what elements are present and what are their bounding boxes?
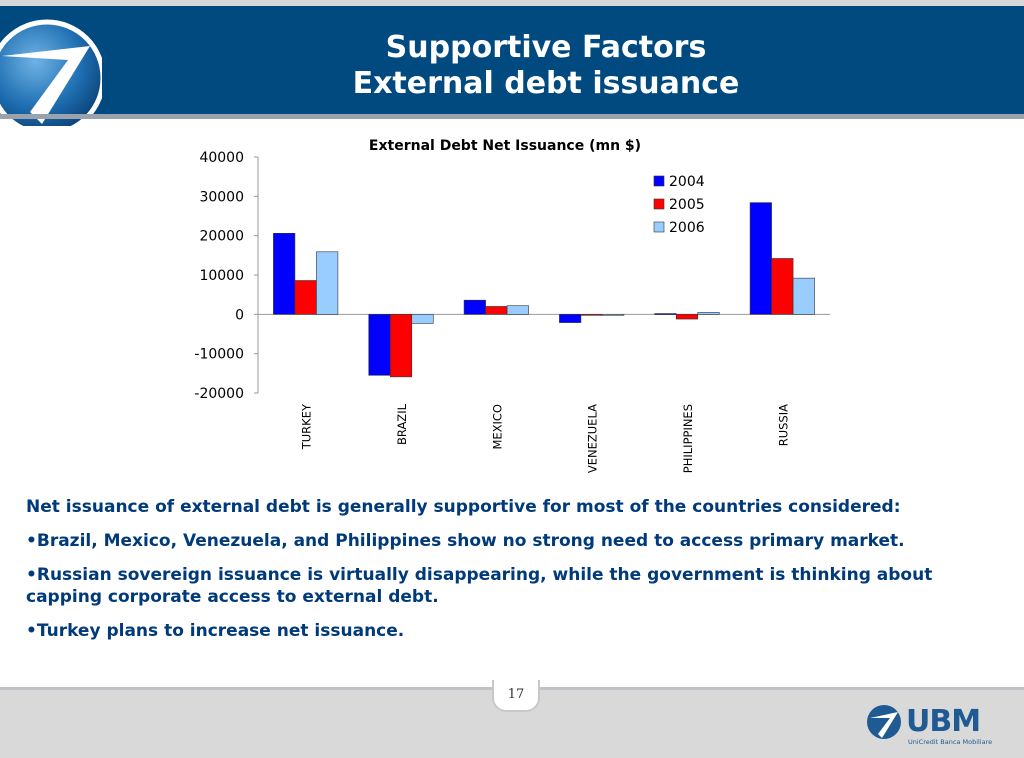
bar-venezuela-2006	[602, 314, 625, 316]
bar-turkey-2004	[273, 233, 296, 315]
bar-venezuela-2005	[580, 314, 603, 316]
commentary: Net issuance of external debt is general…	[26, 496, 1001, 654]
x-tick-label: BRAZIL	[395, 403, 409, 445]
x-axis-labels: TURKEY BRAZIL MEXICO VENEZUELA PHILIPPINES RU…	[300, 403, 791, 473]
page-number: 17	[492, 680, 540, 712]
legend-label: 2005	[669, 197, 705, 213]
legend-swatch	[653, 198, 665, 210]
legend-swatch	[653, 221, 665, 233]
bar-mexico-2005	[485, 306, 508, 315]
chart-canvas: External Debt Net Issuance (mn $) 40000 3…	[194, 138, 830, 473]
chart-legend: 2004 2005 2006	[653, 174, 705, 236]
y-tick-label: 20000	[199, 229, 244, 245]
brand-subtitle: UniCredit Banca Mobiliare	[908, 738, 993, 746]
y-tick-label: 30000	[199, 189, 244, 205]
bar-brazil-2004	[368, 314, 391, 376]
bullet-item: •Brazil, Mexico, Venezuela, and Philippi…	[26, 531, 905, 551]
brand-logo-icon	[866, 704, 902, 740]
x-tick-label: PHILIPPINES	[681, 404, 695, 473]
bullet-item: •Turkey plans to increase net issuance.	[26, 621, 405, 641]
y-tick-label: 0	[235, 307, 244, 323]
bar-turkey-2006	[316, 251, 339, 315]
y-tick-label: -20000	[194, 386, 244, 402]
bar-chart: External Debt Net Issuance (mn $) 40000 3…	[170, 130, 850, 490]
y-tick-label: 10000	[199, 268, 244, 284]
legend-label: 2006	[669, 220, 705, 236]
x-tick-label: TURKEY	[300, 403, 314, 450]
bar-philippines-2005	[675, 314, 699, 320]
slide-title-line2: External debt issuance	[352, 66, 740, 101]
bar-series	[273, 202, 815, 378]
bar-philippines-2004	[654, 313, 677, 315]
y-axis: 40000 30000 20000 10000 0 -10000 -20000	[194, 150, 830, 402]
bar-venezuela-2004	[559, 314, 582, 323]
header-divider	[0, 114, 1024, 119]
x-tick-label: VENEZUELA	[586, 404, 600, 473]
y-tick-label: -10000	[194, 347, 244, 363]
y-tick-label: 40000	[199, 150, 244, 166]
bar-russia-2006	[792, 277, 815, 315]
bar-turkey-2005	[294, 280, 317, 315]
x-tick-label: RUSSIA	[776, 404, 790, 446]
slide-header: Supportive Factors External debt issuanc…	[0, 6, 1024, 126]
brand-block: UBM UniCredit Banca Mobiliare	[866, 704, 996, 750]
bar-brazil-2006	[411, 314, 434, 324]
x-tick-label: MEXICO	[490, 404, 504, 450]
top-border	[0, 0, 1024, 6]
globe-logo-icon	[0, 16, 102, 126]
bar-mexico-2004	[463, 299, 486, 315]
slide-title-line1: Supportive Factors	[385, 30, 707, 65]
chart-title: External Debt Net Issuance (mn $)	[369, 138, 641, 154]
bar-russia-2005	[771, 258, 794, 315]
brand-name: UBM	[906, 704, 981, 739]
bullet-item: •Russian sovereign issuance is virtually…	[26, 565, 933, 607]
bar-russia-2004	[749, 202, 772, 315]
legend-swatch	[653, 175, 665, 187]
bar-philippines-2006	[697, 312, 720, 315]
bar-mexico-2006	[506, 305, 529, 315]
legend-label: 2004	[669, 174, 705, 190]
intro-paragraph: Net issuance of external debt is general…	[26, 497, 901, 517]
bar-brazil-2005	[389, 314, 413, 378]
